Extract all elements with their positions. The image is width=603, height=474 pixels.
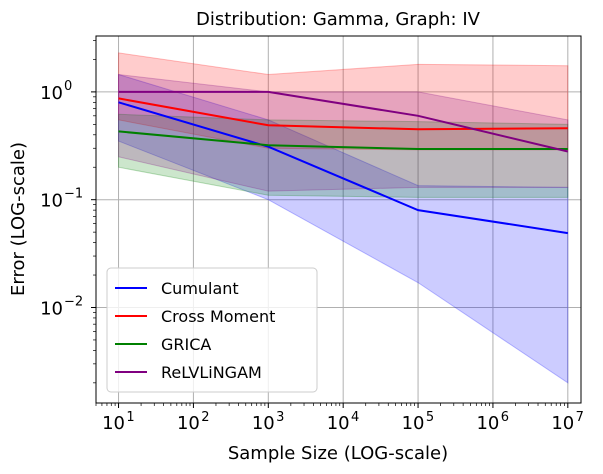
x-axis: 10 1 10 2 10 3 10 4 10 5 10 6 10 7 [95,403,584,434]
cross-moment-line [118,97,568,131]
legend: Cumulant Cross Moment GRICA ReLVLiNGAM [106,267,318,393]
grid [96,36,581,403]
x-tick-exponent: 3 [276,410,284,425]
legend-box [106,267,318,393]
plot-frame [95,35,582,404]
y-tick-label: 10 [40,298,63,319]
x-axis-label: Sample Size (LOG-scale) [228,443,448,464]
x-tick-exponent: 6 [501,410,509,425]
x-tick-label: 10 [402,413,425,434]
y-tick-exponent: 0 [64,79,72,94]
x-tick-exponent: 5 [426,410,434,425]
x-tick-exponent: 1 [126,410,134,425]
legend-label-relvlingam: ReLVLiNGAM [161,363,262,382]
legend-label-cross-moment: Cross Moment [161,307,275,326]
x-tick-label: 10 [252,413,275,434]
grica-line [118,130,568,151]
x-tick-exponent: 7 [576,410,584,425]
x-tick-label: 10 [327,413,350,434]
relvlingam-line [118,90,569,153]
series-lines [118,90,569,235]
cumulant-line [118,101,568,235]
x-tick-exponent: 2 [201,410,209,425]
y-tick-label: 10 [40,191,63,212]
legend-label-cumulant: Cumulant [161,279,239,298]
cumulant-band [118,73,569,384]
relvlingam-band [118,73,569,192]
y-tick-exponent: −2 [64,294,83,309]
x-tick-label: 10 [476,413,499,434]
y-axis-label: Error (LOG-scale) [8,142,29,296]
x-tick-label: 10 [177,413,200,434]
y-tick-label: 10 [40,83,63,104]
x-tick-label: 10 [102,413,125,434]
y-tick-exponent: −1 [64,187,83,202]
x-tick-label: 10 [551,413,574,434]
x-tick-exponent: 4 [351,410,359,425]
legend-label-grica: GRICA [161,335,211,354]
chart-title: Distribution: Gamma, Graph: IV [196,9,481,30]
